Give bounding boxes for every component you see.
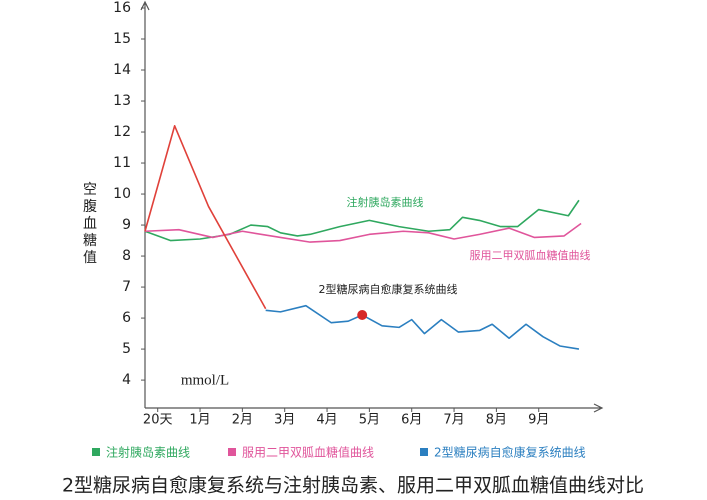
data-line	[144, 199, 580, 242]
x-tick-label: 8月	[486, 413, 507, 428]
y-tick-label: 16	[113, 0, 131, 16]
y-tick-label: 11	[113, 155, 131, 171]
legend-swatch	[228, 448, 236, 456]
legend-swatch	[420, 448, 428, 456]
x-tick-label: 6月	[401, 413, 422, 428]
x-tick-label: 1月	[189, 413, 210, 428]
legend-label: 注射胰岛素曲线	[106, 445, 190, 460]
x-tick-label: 5月	[359, 413, 380, 428]
y-tick-label: 8	[122, 248, 131, 264]
y-tick-label: 5	[122, 341, 131, 357]
y-tick-label: 6	[122, 310, 131, 326]
x-tick-label: 20天	[143, 413, 173, 428]
x-axis	[145, 403, 604, 413]
y-axis	[140, 0, 150, 408]
annotation: 服用二甲双胍血糖值曲线	[470, 248, 591, 262]
chart-title: 2型糖尿病自愈康复系统与注射胰岛素、服用二甲双胍血糖值曲线对比	[62, 475, 644, 497]
highlight-point	[357, 309, 368, 320]
x-tick-label: 2月	[232, 413, 253, 428]
data-line	[144, 125, 267, 310]
y-tick-label: 13	[113, 93, 131, 109]
y-tick-label: 12	[113, 124, 131, 140]
y-axis-label: 空腹血糖值	[83, 182, 97, 266]
x-tick-label: 9月	[528, 413, 549, 428]
x-tick-label: 3月	[274, 413, 295, 428]
x-tick-label: 4月	[316, 413, 337, 428]
y-tick-label: 10	[113, 186, 131, 202]
y-tick-label: 15	[113, 31, 131, 47]
data-line	[144, 222, 582, 243]
legend-swatch	[92, 448, 100, 456]
y-tick-label: 9	[122, 217, 131, 233]
data-line	[265, 304, 580, 350]
x-tick-label: 7月	[443, 413, 464, 428]
y-tick-label: 7	[122, 279, 131, 295]
annotation: 2型糖尿病自愈康复系统曲线	[319, 282, 458, 296]
annotation: 注射胰岛素曲线	[347, 195, 424, 209]
y-tick-label: 14	[113, 62, 131, 78]
unit-label: mmol/L	[181, 372, 229, 388]
legend-label: 服用二甲双胍血糖值曲线	[242, 445, 374, 460]
legend-label: 2型糖尿病自愈康复系统曲线	[434, 445, 586, 460]
y-tick-label: 4	[122, 372, 131, 388]
